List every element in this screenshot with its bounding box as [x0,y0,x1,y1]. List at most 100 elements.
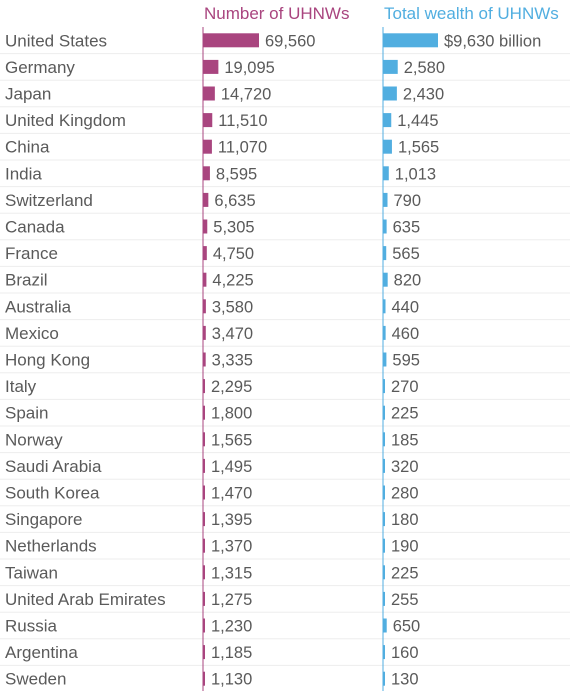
value-label-count: 1,470 [211,485,252,503]
value-label-count: 11,070 [218,139,267,157]
value-label-count: 3,335 [212,352,253,370]
bar-uhnw-wealth [383,352,387,367]
value-label-count: 4,225 [212,272,253,290]
bar-uhnw-wealth [383,192,388,207]
value-label-wealth: 820 [394,272,422,290]
bar-uhnw-wealth [383,485,385,500]
bar-uhnw-count [203,485,205,500]
bar-uhnw-count [203,512,205,527]
bar-uhnw-wealth [383,379,385,394]
value-label-wealth: 190 [391,538,419,556]
bar-uhnw-wealth [383,59,398,74]
value-label-count: 6,635 [214,192,255,210]
value-label-wealth: 280 [391,485,419,503]
bar-uhnw-count [203,166,210,181]
category-label: United Kingdom [5,111,126,130]
chart-title-wealth: Total wealth of UHNWs [384,4,559,23]
category-label: Russia [5,617,58,636]
bar-uhnw-count [203,591,205,606]
bar-uhnw-wealth [383,591,385,606]
value-label-count: 2,295 [211,378,252,396]
value-label-count: 1,395 [211,511,252,529]
value-label-count: 1,315 [211,564,252,582]
bar-uhnw-wealth [383,512,385,527]
value-label-wealth: 790 [394,192,422,210]
bar-uhnw-wealth [383,645,385,660]
value-label-wealth: 440 [392,298,420,316]
bar-uhnw-count [203,139,212,154]
bar-uhnw-wealth [383,458,385,473]
bar-uhnw-wealth [383,618,387,633]
category-label: Italy [5,377,37,396]
bar-uhnw-wealth [383,219,387,234]
category-label: Norway [5,430,63,449]
category-label: Brazil [5,271,48,290]
bar-uhnw-count [203,538,205,553]
category-label: Canada [5,218,65,237]
category-label: France [5,244,58,263]
value-label-wealth: 635 [393,219,421,237]
bar-uhnw-wealth [383,33,438,48]
bar-uhnw-wealth [383,405,385,420]
value-label-count: 1,565 [211,431,252,449]
bar-uhnw-count [203,113,213,128]
bar-uhnw-wealth [383,166,389,181]
bar-uhnw-count [203,325,206,340]
category-label: India [5,164,42,183]
bar-uhnw-count [203,299,206,314]
value-label-count: 19,095 [224,59,274,77]
category-label: Spain [5,404,48,423]
value-label-count: 69,560 [265,32,315,50]
category-label: Netherlands [5,537,97,556]
value-label-count: 3,470 [212,325,253,343]
bar-uhnw-count [203,86,215,101]
value-label-wealth: 2,580 [404,59,445,77]
bar-uhnw-wealth [383,325,386,340]
value-label-wealth: 255 [391,591,419,609]
value-label-count: 1,230 [211,618,252,636]
category-label: China [5,138,50,157]
bar-uhnw-count [203,379,205,394]
value-label-wealth: 595 [392,352,420,370]
bar-uhnw-count [203,671,205,686]
value-label-count: 1,800 [211,405,252,423]
value-label-wealth: 185 [391,431,419,449]
bar-uhnw-count [203,405,205,420]
value-label-wealth: 2,430 [403,86,444,104]
bar-uhnw-count [203,59,219,74]
value-label-wealth: 160 [391,644,419,662]
value-label-wealth: 225 [391,405,419,423]
category-label: United Arab Emirates [5,590,166,609]
bar-uhnw-wealth [383,272,388,287]
category-label: Japan [5,85,51,104]
value-label-count: 1,370 [211,538,252,556]
value-label-wealth: 225 [391,564,419,582]
bar-uhnw-count [203,352,206,367]
bar-uhnw-count [203,192,209,207]
bar-uhnw-count [203,33,259,48]
bar-uhnw-wealth [383,86,397,101]
value-label-wealth: 565 [392,245,420,263]
bar-uhnw-wealth [383,139,392,154]
value-label-wealth: 1,013 [395,165,436,183]
bar-uhnw-wealth [383,432,385,447]
category-label: Hong Kong [5,351,90,370]
value-label-wealth: 460 [392,325,420,343]
value-label-wealth: 650 [393,618,421,636]
category-label: Switzerland [5,191,93,210]
value-label-wealth: 1,445 [397,112,438,130]
category-label: Singapore [5,510,83,529]
category-label: Germany [5,58,75,77]
value-label-wealth: 180 [391,511,419,529]
bar-uhnw-wealth [383,246,387,261]
bar-uhnw-count [203,618,205,633]
value-label-wealth: 320 [391,458,419,476]
bar-uhnw-count [203,219,208,234]
category-label: Taiwan [5,563,58,582]
value-label-count: 8,595 [216,165,257,183]
bar-uhnw-count [203,458,205,473]
bar-uhnw-wealth [383,299,386,314]
bar-uhnw-count [203,272,207,287]
bar-uhnw-count [203,645,205,660]
value-label-count: 1,275 [211,591,252,609]
